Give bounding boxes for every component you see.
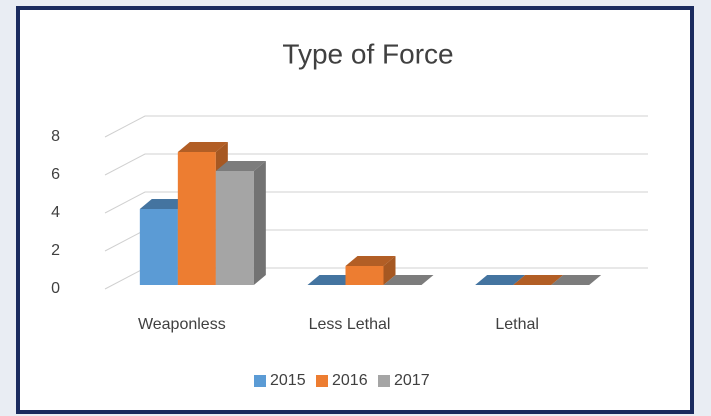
legend-swatch — [254, 375, 266, 387]
legend-label: 2017 — [394, 372, 430, 389]
bar — [551, 275, 602, 285]
y-tick-label: 8 — [51, 128, 60, 145]
bar — [345, 256, 396, 285]
chart-title: Type of Force — [282, 38, 453, 69]
bar-top — [307, 275, 358, 285]
legend-label: 2015 — [270, 372, 306, 389]
x-tick-label: Less Lethal — [309, 316, 391, 333]
bar — [513, 275, 564, 285]
bar-top — [513, 275, 564, 285]
bar — [307, 275, 358, 285]
bar-front — [215, 171, 254, 285]
x-tick-label: Lethal — [495, 316, 539, 333]
bar-front — [177, 152, 216, 285]
bar — [215, 161, 266, 285]
bar-top — [139, 199, 190, 209]
grid-line — [104, 115, 648, 138]
y-tick-label: 0 — [51, 280, 60, 297]
bar — [383, 275, 434, 285]
bar — [475, 275, 526, 285]
bar-front — [345, 266, 384, 285]
y-tick-label: 4 — [51, 204, 60, 221]
bar-top — [215, 161, 266, 171]
y-tick-label: 2 — [51, 242, 60, 259]
bar-top — [383, 275, 434, 285]
bar-top — [177, 142, 228, 152]
bar-top — [475, 275, 526, 285]
legend-label: 2016 — [332, 372, 368, 389]
y-tick-label: 6 — [51, 166, 60, 183]
legend-swatch — [316, 375, 328, 387]
legend-swatch — [378, 375, 390, 387]
bar-front — [139, 209, 178, 285]
x-tick-label: Weaponless — [138, 316, 226, 333]
grid-line — [104, 153, 648, 176]
bar-top — [345, 256, 396, 266]
grid-line — [104, 191, 648, 214]
bar-side — [383, 256, 396, 285]
bar-side — [253, 161, 266, 285]
chart-frame — [16, 6, 694, 414]
bar-top — [551, 275, 602, 285]
